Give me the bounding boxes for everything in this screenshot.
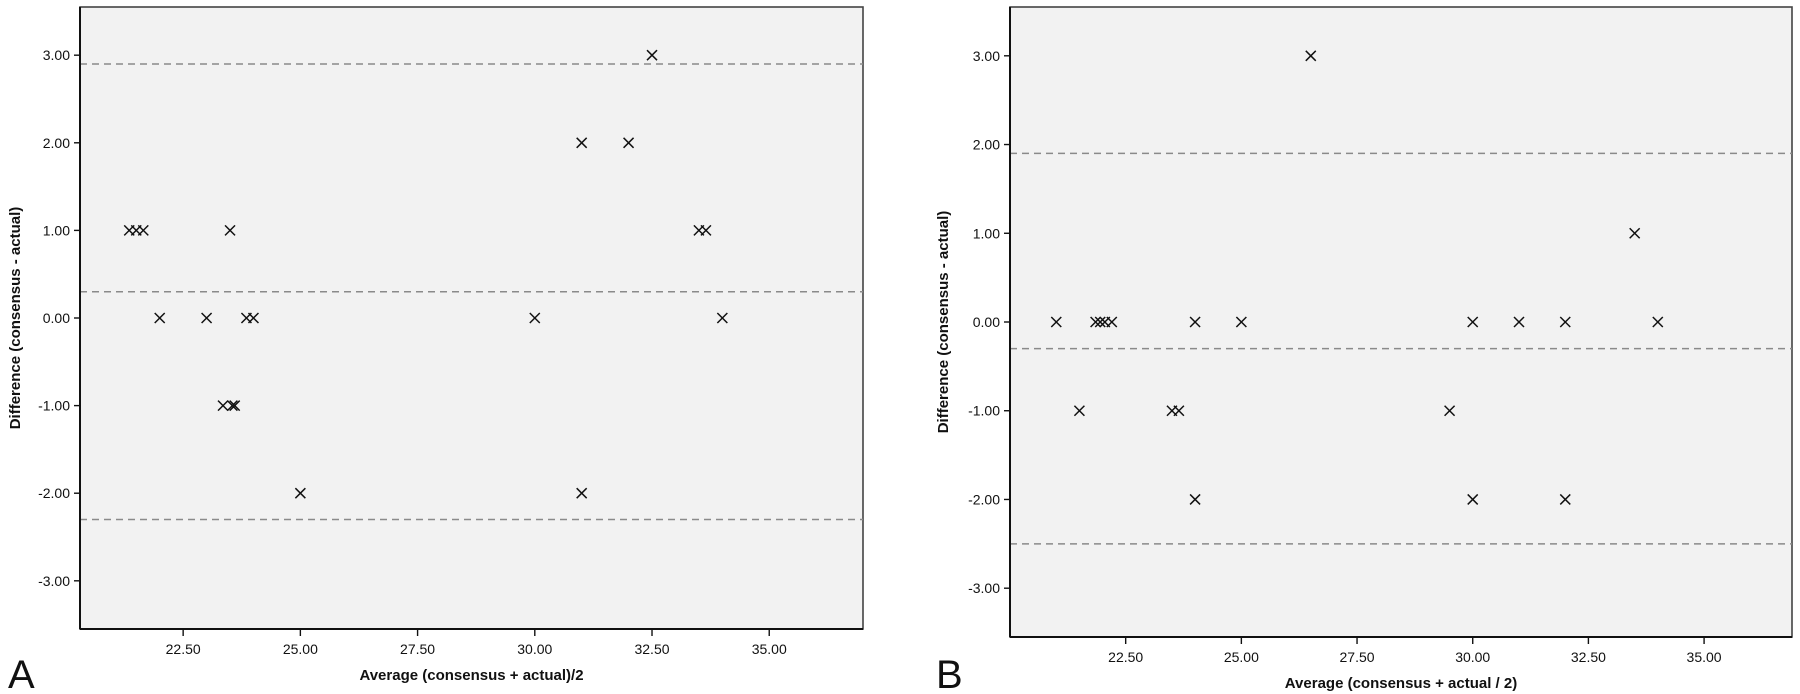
data-point — [1073, 405, 1085, 417]
data-point — [1050, 316, 1062, 328]
plot-area — [79, 6, 864, 630]
data-point — [529, 312, 541, 324]
data-point — [576, 487, 588, 499]
data-point — [1559, 316, 1571, 328]
data-point — [1467, 493, 1479, 505]
data-point — [154, 312, 166, 324]
x-tick-label: 22.50 — [166, 641, 201, 657]
data-point — [294, 487, 306, 499]
data-point — [226, 400, 238, 412]
y-axis-title: Difference (consensus - actual) — [7, 207, 24, 430]
data-point — [1629, 227, 1641, 239]
data-point — [1559, 493, 1571, 505]
data-point — [229, 400, 241, 412]
x-tick-label: 22.50 — [1108, 649, 1143, 665]
y-tick-label: 2.00 — [973, 137, 1000, 153]
data-point — [1189, 493, 1201, 505]
y-tick-label: 0.00 — [43, 310, 70, 326]
x-tick-label: 25.00 — [283, 641, 318, 657]
x-axis-title: Average (consensus + actual)/2 — [359, 667, 583, 684]
data-point — [1513, 316, 1525, 328]
chart-panel-a: 3.00 2.00 1.00 0.00 -1.00 -2.00 -3.00 22.50 25.0… — [7, 6, 864, 694]
data-point — [247, 312, 260, 324]
x-tick-label: 30.00 — [517, 641, 552, 657]
x-tick-label: 35.00 — [752, 641, 787, 657]
x-tick-label: 30.00 — [1455, 649, 1490, 665]
data-point — [217, 400, 229, 412]
y-tick-label: 3.00 — [973, 48, 1000, 64]
data-point — [1173, 405, 1185, 417]
y-tick-label: -1.00 — [968, 403, 1000, 419]
y-tick-label: 0.00 — [973, 314, 1000, 330]
data-point — [716, 312, 728, 324]
data-point — [623, 137, 635, 149]
y-axis-title: Difference (consensus - actual) — [935, 211, 952, 434]
data-point — [1467, 316, 1479, 328]
data-point — [1094, 316, 1106, 328]
x-axis-title: Average (consensus + actual / 2) — [1285, 675, 1517, 692]
y-tick-label: -2.00 — [38, 485, 70, 501]
plot-area — [1009, 6, 1793, 638]
y-tick-label: -3.00 — [38, 573, 70, 589]
y-tick-label: 1.00 — [43, 222, 70, 238]
y-tick-label: -3.00 — [968, 580, 1000, 596]
x-tick-label: 32.50 — [1571, 649, 1606, 665]
data-point — [646, 49, 658, 61]
data-point — [1305, 50, 1317, 62]
y-tick-label: -2.00 — [968, 491, 1000, 507]
data-point — [1235, 316, 1247, 328]
data-point — [224, 224, 236, 236]
data-point — [137, 224, 149, 236]
data-point — [1106, 316, 1118, 328]
data-point — [700, 224, 712, 236]
chart-panel-b: 3.00 2.00 1.00 0.00 -1.00 -2.00 -3.00 22.50 25.0… — [935, 6, 1793, 694]
data-point — [1652, 316, 1664, 328]
x-tick-label: 25.00 — [1224, 649, 1259, 665]
data-point — [201, 312, 213, 324]
y-tick-label: 1.00 — [973, 225, 1000, 241]
x-tick-label: 27.50 — [1340, 649, 1375, 665]
x-tick-label: 27.50 — [400, 641, 435, 657]
x-tick-label: 32.50 — [634, 641, 669, 657]
x-tick-label: 35.00 — [1687, 649, 1722, 665]
panel-label: A — [8, 653, 35, 694]
y-tick-label: 3.00 — [43, 47, 70, 63]
y-tick-label: -1.00 — [38, 398, 70, 414]
data-point — [1090, 316, 1102, 328]
data-point — [576, 137, 588, 149]
data-point — [1444, 405, 1456, 417]
panel-label: B — [936, 653, 963, 694]
y-tick-label: 2.00 — [43, 135, 70, 151]
data-point — [1189, 316, 1201, 328]
